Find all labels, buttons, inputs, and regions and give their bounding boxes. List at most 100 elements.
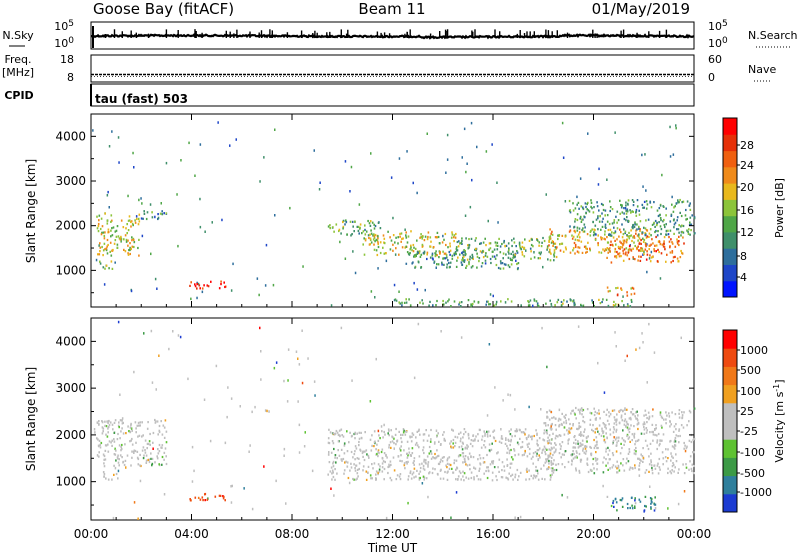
power-cell	[405, 298, 407, 301]
power-region	[189, 280, 227, 290]
power-cell	[653, 221, 655, 224]
power-cell	[397, 242, 399, 245]
velocity-cell	[480, 446, 483, 449]
velocity-cell	[630, 424, 632, 427]
velocity-cell	[602, 430, 605, 433]
power-cell	[592, 234, 595, 237]
power-speckle	[211, 221, 213, 224]
velocity-speckle	[435, 429, 438, 432]
power-cell	[632, 223, 635, 227]
velocity-cell	[519, 429, 521, 432]
velocity-speckle	[179, 335, 182, 339]
velocity-cell	[461, 441, 464, 444]
velocity-cell	[550, 456, 553, 459]
power-cell	[134, 219, 136, 222]
velocity-cell	[675, 434, 678, 437]
power-cell	[663, 236, 666, 239]
velocity-cell	[463, 479, 465, 482]
power-cell	[385, 252, 387, 255]
velocity-cell	[411, 432, 414, 435]
power-speckle	[446, 158, 449, 161]
velocity-cell	[573, 435, 575, 439]
power-cell	[625, 219, 627, 222]
power-speckle	[624, 207, 627, 210]
velocity-cell	[558, 417, 560, 420]
power-cell	[582, 206, 584, 209]
power-speckle	[504, 301, 507, 304]
velocity-cell	[473, 476, 475, 479]
power-cell	[592, 211, 595, 214]
power-cell	[377, 241, 379, 244]
velocity-cell	[596, 412, 598, 415]
velocity-cell	[608, 411, 610, 414]
power-cell	[674, 255, 676, 258]
velocity-cell	[602, 461, 604, 464]
power-cell	[422, 235, 424, 238]
power-cell	[129, 242, 131, 245]
velocity-cell	[340, 428, 343, 431]
velocity-cell	[533, 474, 535, 477]
velocity-cell	[418, 446, 420, 449]
velocity-speckle	[642, 341, 644, 344]
power-cell	[636, 247, 638, 250]
power-cell	[151, 216, 154, 219]
power-cell	[132, 238, 135, 241]
velocity-cell	[683, 411, 685, 414]
velocity-cell	[631, 504, 633, 507]
power-cell	[636, 199, 639, 202]
power-cell	[572, 247, 575, 250]
velocity-cell	[401, 460, 403, 463]
velocity-speckle	[450, 516, 452, 519]
velocity-cell	[552, 471, 555, 474]
velocity-cell	[458, 432, 460, 435]
velocity-speckle	[230, 501, 233, 504]
velocity-cell	[633, 452, 636, 455]
velocity-cell	[330, 451, 333, 454]
velocity-cell	[560, 445, 562, 448]
velocity-cell	[373, 430, 376, 433]
velocity-cell	[116, 456, 119, 459]
velocity-y-tick-label: 3000	[55, 381, 86, 395]
beam-title: Beam 11	[358, 0, 425, 18]
velocity-cell	[367, 471, 369, 474]
velocity-cell	[586, 408, 589, 411]
velocity-cell	[105, 477, 107, 480]
power-cell	[409, 248, 411, 251]
velocity-cell	[640, 432, 643, 435]
velocity-speckle	[486, 414, 489, 417]
velocity-cell	[354, 467, 356, 470]
power-cell	[505, 253, 507, 256]
power-cell	[486, 255, 489, 258]
velocity-cell	[685, 447, 688, 450]
power-cell	[418, 252, 420, 255]
velocity-cell	[121, 456, 123, 459]
power-region	[455, 236, 558, 262]
power-cell	[124, 250, 127, 253]
power-cell	[516, 250, 518, 253]
velocity-cell	[680, 424, 683, 427]
power-cell	[363, 253, 366, 256]
power-cell	[554, 304, 556, 307]
velocity-cell	[206, 498, 209, 501]
velocity-cell	[395, 478, 398, 481]
velocity-cell	[156, 457, 159, 460]
power-speckle	[350, 165, 353, 169]
velocity-cell	[473, 478, 475, 481]
velocity-cell	[134, 449, 137, 453]
power-cell	[512, 253, 515, 256]
power-cell	[461, 258, 463, 261]
power-region	[327, 219, 382, 237]
velocity-cell	[331, 440, 334, 443]
velocity-speckle	[119, 393, 121, 396]
velocity-cell	[121, 427, 123, 430]
velocity-cell	[107, 427, 109, 430]
power-cell	[649, 201, 651, 204]
velocity-cell	[387, 428, 390, 431]
power-cell	[128, 219, 131, 222]
velocity-cell	[551, 447, 553, 450]
power-cell	[586, 203, 588, 206]
power-cell	[143, 210, 145, 213]
power-cell	[460, 241, 462, 245]
power-cell	[560, 304, 563, 307]
power-cell	[127, 244, 129, 247]
